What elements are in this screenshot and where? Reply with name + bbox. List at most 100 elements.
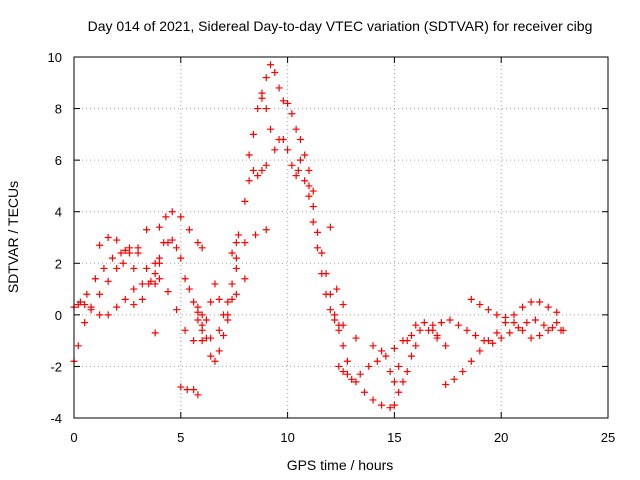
data-point: [365, 362, 373, 370]
data-point: [194, 391, 202, 399]
data-point: [309, 203, 317, 211]
data-point: [164, 288, 172, 296]
data-point: [232, 290, 240, 298]
data-point: [194, 239, 202, 247]
data-point: [544, 303, 552, 311]
data-point: [262, 74, 270, 82]
data-point: [450, 375, 458, 383]
data-point: [151, 280, 159, 288]
data-point: [339, 301, 347, 309]
data-point: [181, 326, 189, 334]
data-point: [484, 337, 492, 345]
data-point: [540, 321, 548, 329]
data-point: [369, 342, 377, 350]
data-point: [296, 136, 304, 144]
data-point: [553, 308, 561, 316]
data-point: [198, 311, 206, 319]
series-track-s: [442, 298, 561, 388]
data-points: [70, 61, 567, 412]
data-point: [254, 105, 262, 113]
data-point: [224, 298, 232, 306]
data-point: [271, 68, 279, 76]
data-point: [177, 254, 185, 262]
data-point: [433, 331, 441, 339]
data-point: [215, 347, 223, 355]
data-point: [74, 301, 82, 309]
data-point: [476, 301, 484, 309]
data-point: [271, 146, 279, 154]
data-point: [113, 303, 121, 311]
data-point: [130, 285, 138, 293]
data-point: [194, 308, 202, 316]
data-point: [249, 130, 257, 138]
data-point: [378, 401, 386, 409]
data-point: [104, 277, 112, 285]
data-point: [510, 319, 518, 327]
data-point: [232, 239, 240, 247]
data-point: [117, 249, 125, 257]
data-point: [544, 326, 552, 334]
data-point: [249, 166, 257, 174]
data-point: [81, 319, 89, 327]
x-tick-label: 10: [280, 430, 294, 445]
series-track-f: [155, 275, 249, 345]
data-point: [275, 84, 283, 92]
data-point: [412, 321, 420, 329]
x-tick-label: 5: [177, 430, 184, 445]
data-point: [305, 192, 313, 200]
data-point: [262, 105, 270, 113]
data-point: [162, 213, 170, 221]
series-track-g: [177, 383, 202, 399]
data-point: [262, 161, 270, 169]
data-point: [96, 241, 104, 249]
series-track-j: [228, 161, 270, 257]
series-track-i: [198, 226, 270, 334]
data-point: [74, 342, 82, 350]
data-point: [151, 329, 159, 337]
data-point: [390, 344, 398, 352]
y-tick-label: 6: [55, 153, 62, 168]
y-tick-label: -2: [50, 359, 62, 374]
data-point: [429, 326, 437, 334]
series-track-u: [130, 223, 360, 342]
data-point: [181, 275, 189, 283]
data-point: [510, 311, 518, 319]
data-point: [252, 231, 260, 239]
data-point: [185, 285, 193, 293]
data-point: [352, 378, 360, 386]
data-point: [130, 264, 138, 272]
y-tick-label: -4: [50, 411, 62, 426]
data-point: [292, 125, 300, 133]
data-point: [155, 254, 163, 262]
data-point: [177, 383, 185, 391]
data-point: [241, 275, 249, 283]
data-point: [467, 295, 475, 303]
data-point: [403, 337, 411, 345]
data-point: [267, 125, 275, 133]
data-point: [326, 290, 334, 298]
data-point: [395, 362, 403, 370]
data-point: [339, 321, 347, 329]
data-point: [536, 298, 544, 306]
axis-ticks: 0 5 10 15 20 25 -4 -2 0 2 4 6 8 10: [48, 50, 616, 445]
data-point: [339, 368, 347, 376]
data-point: [326, 306, 334, 314]
data-point: [215, 326, 223, 334]
data-point: [559, 326, 567, 334]
data-point: [548, 324, 556, 332]
data-point: [527, 334, 535, 342]
data-point: [326, 223, 334, 231]
data-point: [183, 386, 191, 394]
data-point: [378, 347, 386, 355]
data-point: [284, 99, 292, 107]
data-point: [185, 226, 193, 234]
data-point: [100, 264, 108, 272]
series-track-l: [258, 61, 317, 195]
data-point: [143, 226, 151, 234]
data-point: [412, 342, 420, 350]
data-point: [536, 331, 544, 339]
data-point: [279, 136, 287, 144]
data-point: [138, 280, 146, 288]
data-point: [234, 231, 242, 239]
